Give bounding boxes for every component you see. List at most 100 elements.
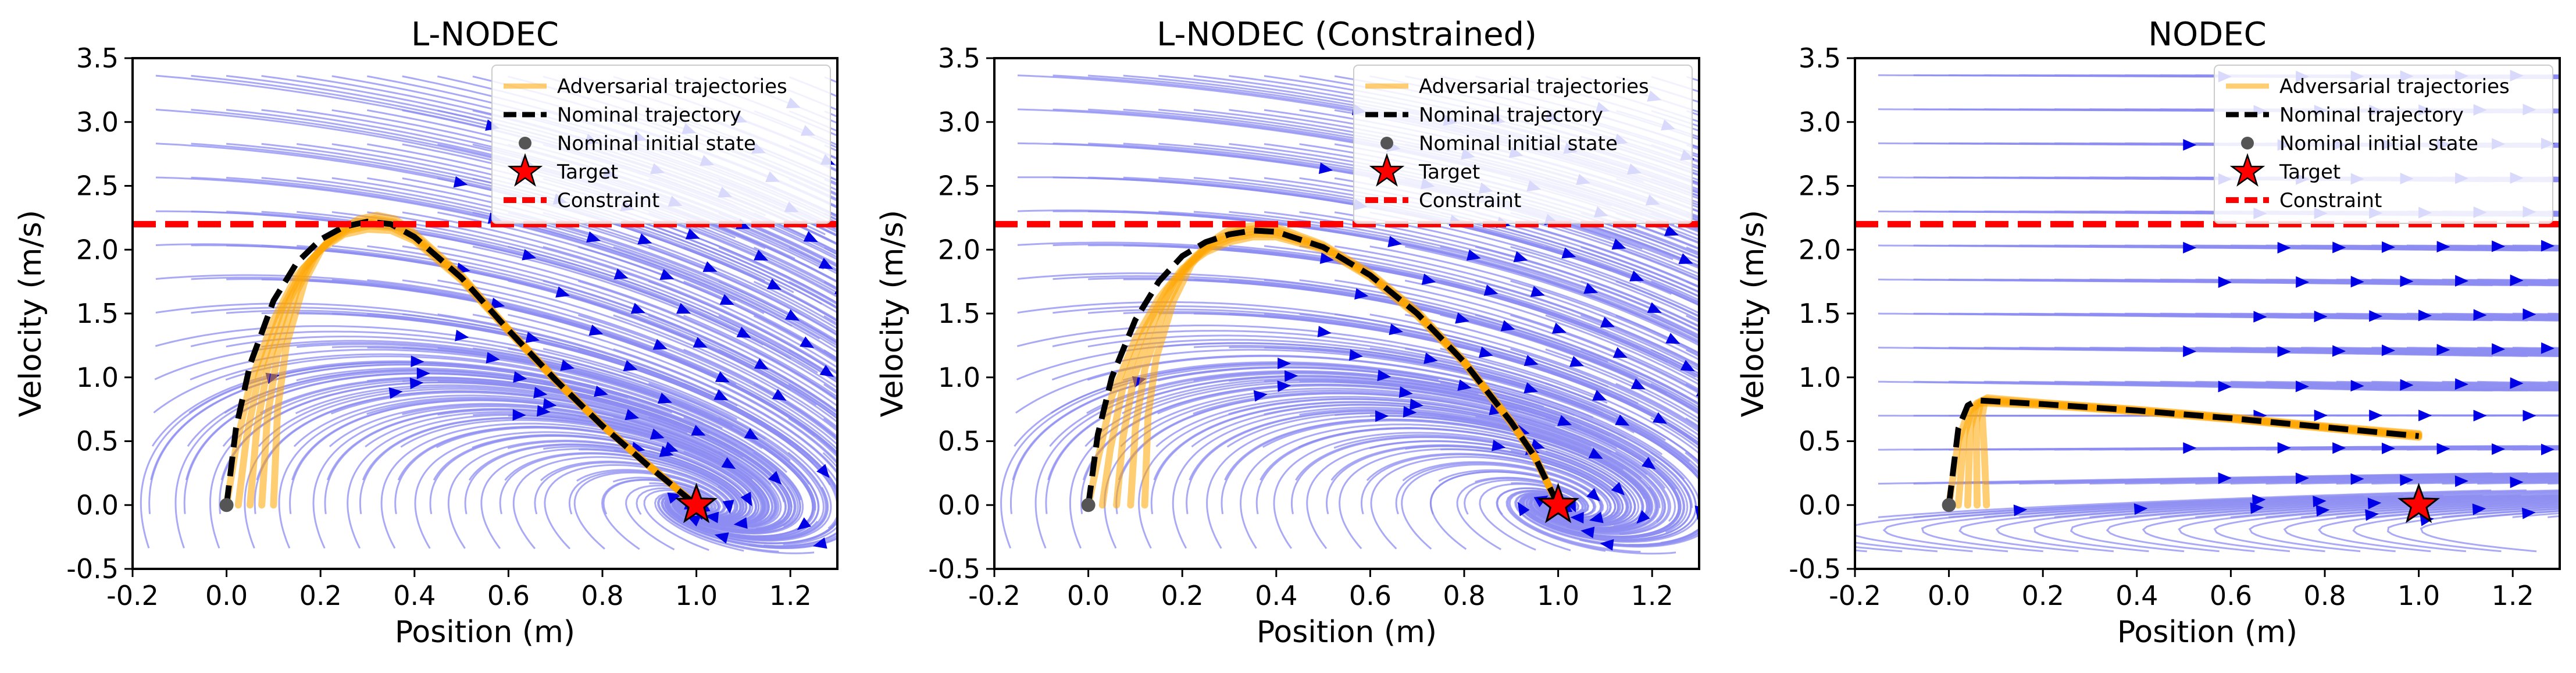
legend-label: Nominal trajectory <box>2279 104 2464 127</box>
stream-arrow <box>836 390 854 407</box>
chart-panel-3: Adversarial trajectories Nominal trajecto… <box>1736 16 2576 650</box>
y-tick-label: 3.5 <box>76 42 119 74</box>
stream-arrow <box>1700 179 1716 195</box>
y-tick-label: -0.5 <box>1789 553 1841 585</box>
legend-label: Target <box>556 161 618 184</box>
x-tick-label: 0.2 <box>1161 580 1204 611</box>
legend-label: Nominal trajectory <box>557 104 741 127</box>
x-tick-label: 0.2 <box>299 580 342 611</box>
x-tick-label: 1.0 <box>1537 580 1579 611</box>
legend-label: Nominal initial state <box>2279 132 2478 155</box>
legend-label: Constraint <box>1419 189 1521 212</box>
chart-title: L-NODEC <box>411 16 559 54</box>
x-tick-label: 0.6 <box>487 580 530 611</box>
stream-arrow <box>1698 282 1715 298</box>
y-tick-label: 0.5 <box>938 426 980 457</box>
stream-arrow <box>2559 69 2573 81</box>
legend-label: Adversarial trajectories <box>1419 75 1649 98</box>
y-tick-label: 2.0 <box>1799 234 1841 265</box>
x-tick-label: -0.2 <box>968 580 1021 611</box>
x-ticks: -0.2 0.0 0.2 0.4 0.6 0.8 1.0 1.2 <box>106 569 812 611</box>
x-tick-label: 0.0 <box>1928 580 1970 611</box>
nominal-initial-state-marker <box>1082 498 1096 512</box>
y-tick-label: 2.5 <box>938 170 980 202</box>
y-tick-label: 3.5 <box>938 42 980 74</box>
stream-arrow <box>1700 76 1717 91</box>
x-axis-label: Position (m) <box>2117 615 2297 650</box>
legend-label: Target <box>1418 161 1480 184</box>
x-tick-label: 0.8 <box>581 580 623 611</box>
x-axis-label: Position (m) <box>1257 615 1437 650</box>
x-tick-label: 0.0 <box>205 580 248 611</box>
stream-arrow <box>2559 274 2573 286</box>
x-tick-label: 1.2 <box>769 580 812 611</box>
y-tick-label: 0.5 <box>76 426 119 457</box>
stream-arrow <box>2559 478 2573 489</box>
stream-arrow <box>1842 543 1856 556</box>
y-axis-label: Velocity (m/s) <box>13 210 48 417</box>
y-tick-label: 1.0 <box>76 362 119 393</box>
x-tick-label: 0.6 <box>2210 580 2252 611</box>
y-axis-label: Velocity (m/s) <box>1736 210 1771 417</box>
legend-handle-initial-state <box>1380 137 1393 149</box>
y-tick-label: 3.5 <box>1799 42 1841 74</box>
stream-arrow <box>2559 172 2573 183</box>
nominal-initial-state-marker <box>220 498 234 512</box>
legend: Adversarial trajectories Nominal trajecto… <box>1354 65 1692 223</box>
y-tick-label: 1.5 <box>938 298 980 329</box>
stream-arrow <box>836 180 853 197</box>
legend-handle-initial-state <box>519 137 531 149</box>
legend-label: Constraint <box>557 189 659 212</box>
legend-label: Target <box>2279 161 2340 184</box>
x-tick-label: 0.4 <box>1255 580 1297 611</box>
y-ticks: -0.5 0.0 0.5 1.0 1.5 2.0 2.5 3.0 3.5 <box>928 42 994 585</box>
legend-label: Nominal trajectory <box>1419 104 1603 127</box>
chart-panel-1: Adversarial trajectories Nominal trajecto… <box>13 16 861 650</box>
x-tick-label: 0.0 <box>1067 580 1109 611</box>
x-tick-label: 1.2 <box>2492 580 2534 611</box>
legend-label: Adversarial trajectories <box>2279 75 2510 98</box>
streamline <box>2513 314 2576 315</box>
y-tick-label: -0.5 <box>66 553 119 585</box>
chart-panel-2: Adversarial trajectories Nominal trajecto… <box>875 16 1722 650</box>
x-tick-label: -0.2 <box>1829 580 1881 611</box>
y-tick-label: 1.0 <box>938 362 980 393</box>
y-tick-label: 1.5 <box>76 298 119 329</box>
x-axis-label: Position (m) <box>395 615 575 650</box>
y-tick-label: 2.0 <box>938 234 980 265</box>
y-ticks: -0.50.00.51.01.52.02.53.03.5 <box>1789 42 1855 585</box>
y-tick-label: 1.0 <box>1799 362 1841 393</box>
legend-label: Constraint <box>2279 189 2382 212</box>
legend-handle-initial-state <box>2241 137 2254 149</box>
y-tick-label: 0.0 <box>1799 489 1841 521</box>
y-tick-label: 3.0 <box>76 106 119 138</box>
y-tick-label: 2.5 <box>1799 170 1841 202</box>
x-tick-label: -0.2 <box>106 580 159 611</box>
chart-title: NODEC <box>2148 16 2267 54</box>
y-axis-label: Velocity (m/s) <box>875 210 910 417</box>
y-tick-label: 3.0 <box>938 106 980 138</box>
y-tick-label: 0.0 <box>938 489 980 521</box>
y-ticks: -0.50.00.51.01.52.02.53.03.5 <box>66 42 133 585</box>
x-tick-label: 0.4 <box>2115 580 2158 611</box>
y-tick-label: 2.0 <box>76 234 119 265</box>
legend: Adversarial trajectories Nominal trajecto… <box>2214 65 2553 223</box>
nominal-initial-state-marker <box>1942 498 1956 512</box>
x-tick-label: 0.8 <box>2303 580 2346 611</box>
x-tick-label: 1.0 <box>675 580 718 611</box>
x-tick-label: 0.2 <box>2022 580 2064 611</box>
legend-label: Adversarial trajectories <box>557 75 787 98</box>
x-tick-label: 1.2 <box>1631 580 1674 611</box>
x-tick-label: 0.6 <box>1349 580 1392 611</box>
y-tick-label: -0.5 <box>928 553 980 585</box>
x-tick-label: 0.4 <box>393 580 436 611</box>
y-tick-label: 0.5 <box>1799 426 1841 457</box>
y-tick-label: 3.0 <box>1799 106 1841 138</box>
y-tick-label: 2.5 <box>76 170 119 202</box>
x-tick-label: 1.0 <box>2397 580 2440 611</box>
stream-arrow <box>837 78 854 94</box>
chart-title: L-NODEC (Constrained) <box>1157 16 1537 54</box>
x-ticks: -0.2 0.0 0.2 0.4 0.6 0.8 1.0 1.2 <box>1829 569 2534 611</box>
